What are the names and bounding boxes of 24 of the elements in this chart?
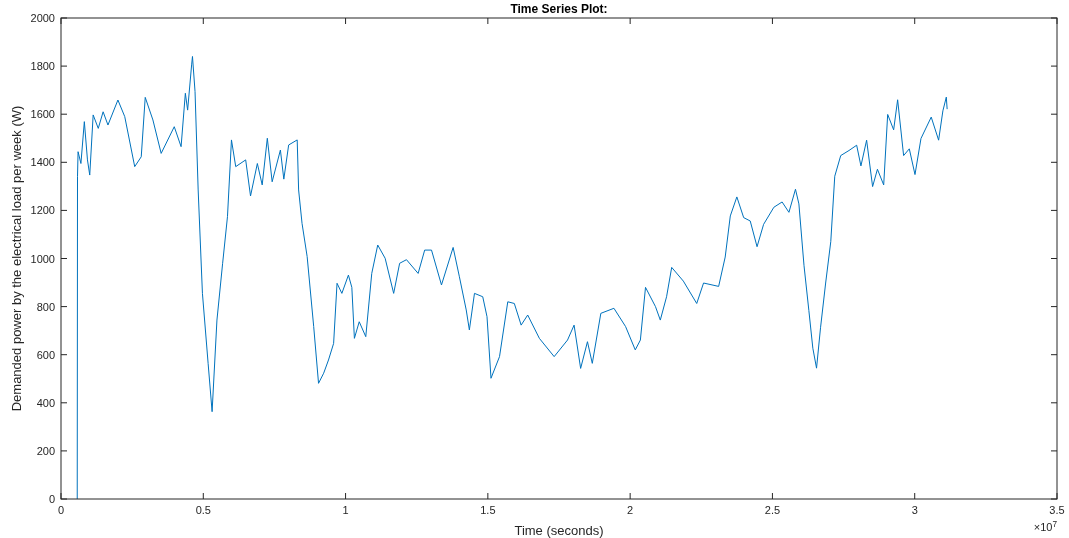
y-tick-label: 200 [36, 444, 55, 457]
x-axis-title: Time (seconds) [514, 523, 604, 538]
x-tick-label: 0.5 [195, 504, 211, 516]
x-tick-label: 2 [627, 504, 634, 516]
x-tick-label: 1.5 [480, 504, 496, 516]
y-tick-label: 1000 [30, 252, 55, 265]
chart-title: Time Series Plot: [510, 2, 608, 16]
y-tick-label: 1600 [30, 108, 55, 121]
y-tick-label: 2000 [30, 12, 55, 24]
line-series [76, 55, 948, 500]
y-tick-label: 800 [36, 300, 55, 313]
y-tick-label: 0 [48, 493, 55, 505]
x-tick-label: 1 [342, 504, 349, 516]
y-tick-label: 1400 [30, 156, 55, 169]
y-tick-label: 600 [36, 348, 55, 361]
x-tick-label: 3 [911, 504, 918, 516]
y-tick-label: 400 [36, 396, 55, 409]
x-tick-label: 3.5 [1049, 504, 1065, 516]
y-axis-title: Demanded power by the electrical load per week (W) [9, 105, 24, 412]
y-tick-label: 1800 [30, 60, 55, 73]
text: ×10$^{7}$ [1033, 519, 1058, 533]
x-tick-label: 0 [57, 504, 65, 516]
x-tick-label: 2.5 [764, 504, 781, 516]
y-tick-label: 1200 [30, 204, 55, 217]
